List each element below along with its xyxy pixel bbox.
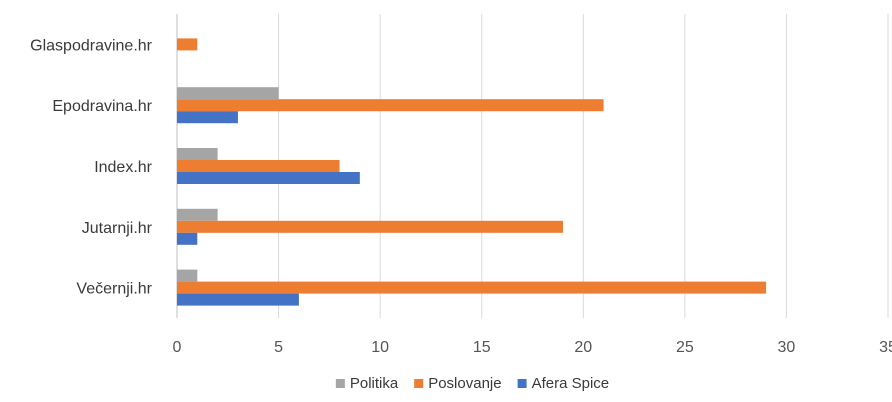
legend-swatch (517, 379, 527, 388)
x-tick-label: 10 (371, 339, 389, 356)
gridlines (176, 14, 889, 318)
bar-afera-spice (177, 111, 238, 124)
category-label: Večernji.hr (76, 281, 152, 298)
bar-politika (177, 87, 279, 100)
category-label: Epodravina.hr (52, 98, 152, 115)
legend-swatch (414, 379, 424, 388)
bar-politika (177, 269, 198, 282)
category-label: Glaspodravine.hr (30, 37, 153, 54)
bar-poslovanje (177, 220, 563, 233)
category-label: Jutarnji.hr (82, 220, 153, 237)
bar-afera-spice (177, 232, 198, 245)
bar-poslovanje (177, 99, 604, 112)
bar-poslovanje (177, 160, 340, 172)
x-tick-label: 30 (778, 339, 796, 356)
bar-politika (177, 148, 218, 160)
legend: Politika Poslovanje Afera Spice (335, 375, 610, 392)
bars (177, 38, 767, 306)
legend-label: Afera Spice (532, 375, 610, 392)
x-tick-label: 35 (879, 339, 892, 356)
x-tick-label: 25 (676, 339, 694, 356)
x-tick-labels: 0 5 10 15 20 25 30 35 (173, 339, 892, 356)
x-tick-label: 20 (574, 339, 592, 356)
bar-poslovanje (177, 281, 767, 294)
category-labels: Glaspodravine.hr Epodravina.hr Index.hr Jut… (30, 37, 153, 297)
legend-label: Politika (350, 375, 399, 392)
legend-label: Poslovanje (428, 375, 501, 392)
x-tick-label: 0 (173, 339, 182, 356)
bar-poslovanje (177, 38, 198, 51)
category-label: Index.hr (94, 159, 152, 176)
bar-afera-spice (177, 293, 299, 306)
legend-swatch (335, 379, 345, 388)
bar-afera-spice (177, 172, 360, 184)
bar-politika (177, 208, 218, 221)
x-tick-label: 5 (274, 339, 283, 356)
x-tick-label: 15 (473, 339, 491, 356)
